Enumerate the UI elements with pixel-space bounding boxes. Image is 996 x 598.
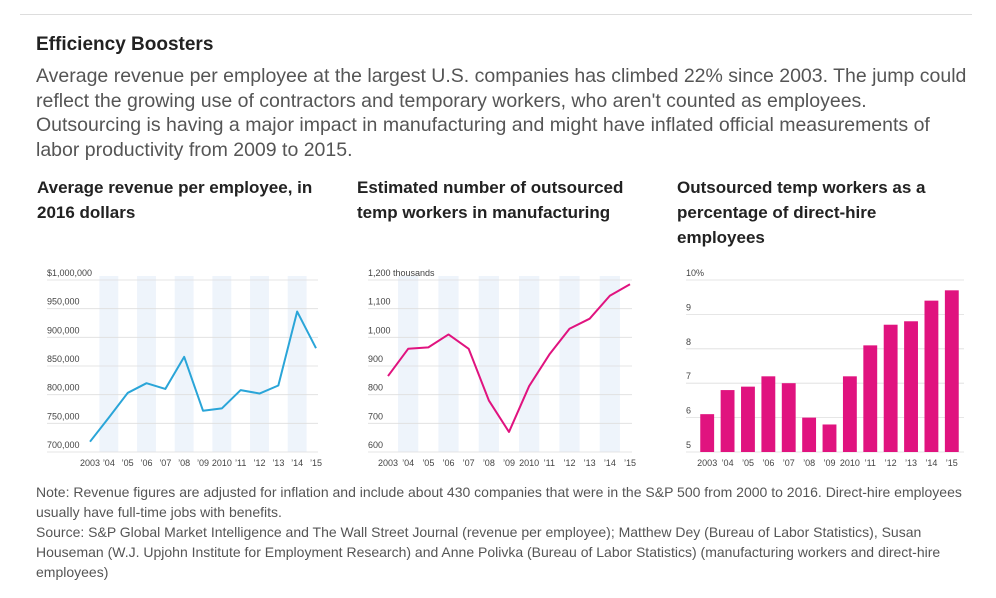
x-tick-label: ’06 bbox=[762, 458, 774, 468]
y-tick-label: 750,000 bbox=[47, 411, 80, 421]
title: Efficiency Boosters bbox=[36, 34, 214, 55]
band-shading bbox=[599, 276, 620, 452]
x-tick-label: ’08 bbox=[483, 458, 495, 468]
x-tick-label: ’07 bbox=[159, 458, 171, 468]
x-tick-label: ’09 bbox=[503, 458, 515, 468]
chart-title: Estimated number of outsourced temp work… bbox=[357, 178, 624, 222]
x-tick-label: 2003 bbox=[378, 458, 398, 468]
x-tick-label: ’13 bbox=[584, 458, 596, 468]
y-tick-label: 900 bbox=[368, 354, 383, 364]
bar bbox=[700, 414, 715, 452]
x-tick-label: ’08 bbox=[803, 458, 815, 468]
line bbox=[89, 310, 317, 443]
band-shading bbox=[519, 276, 540, 452]
chart-title: Average revenue per employee, in 2016 do… bbox=[37, 178, 313, 222]
y-tick-label: 850,000 bbox=[47, 354, 80, 364]
y-tick-label: $1,000,000 bbox=[47, 268, 92, 278]
y-tick-label: 1,000 bbox=[368, 325, 391, 335]
bar bbox=[842, 376, 857, 452]
x-tick-label: 2003 bbox=[80, 458, 100, 468]
line bbox=[387, 283, 631, 433]
x-tick-label: ’15 bbox=[310, 458, 322, 468]
x-tick-label: 2010 bbox=[519, 458, 539, 468]
bar bbox=[883, 324, 898, 452]
x-tick-label: ’07 bbox=[783, 458, 795, 468]
x-tick-label: ’11 bbox=[865, 458, 876, 468]
x-tick-label: ’06 bbox=[442, 458, 454, 468]
x-tick-label: ’05 bbox=[742, 458, 754, 468]
y-tick-label: 800,000 bbox=[47, 383, 80, 393]
x-tick-label: ’14 bbox=[291, 458, 303, 468]
bar bbox=[781, 383, 796, 452]
band-shading bbox=[212, 276, 232, 452]
bar bbox=[822, 424, 837, 452]
bar bbox=[761, 376, 776, 452]
source: Source: S&P Global Market Intelligence a… bbox=[36, 524, 941, 580]
band-shading bbox=[99, 276, 119, 452]
y-tick-label: 10% bbox=[686, 268, 704, 278]
y-tick-label: 800 bbox=[368, 383, 383, 393]
bar bbox=[802, 417, 817, 452]
x-tick-label: ’07 bbox=[463, 458, 475, 468]
x-tick-label: ’11 bbox=[235, 458, 246, 468]
y-tick-label: 600 bbox=[368, 440, 383, 450]
y-tick-label: 7 bbox=[686, 371, 691, 381]
x-tick-label: ’04 bbox=[103, 458, 115, 468]
x-tick-label: ’13 bbox=[272, 458, 284, 468]
chart-title: Outsourced temp workers as a percentage … bbox=[677, 178, 926, 247]
bar bbox=[944, 290, 959, 452]
y-tick-label: 700,000 bbox=[47, 440, 80, 450]
y-tick-label: 700 bbox=[368, 411, 383, 421]
band-shading bbox=[478, 276, 499, 452]
x-tick-label: ’15 bbox=[624, 458, 636, 468]
x-tick-label: ’04 bbox=[722, 458, 734, 468]
bar bbox=[863, 345, 878, 452]
x-tick-label: ’14 bbox=[604, 458, 616, 468]
bar bbox=[741, 386, 755, 452]
x-tick-label: 2003 bbox=[697, 458, 717, 468]
x-tick-label: ’15 bbox=[946, 458, 958, 468]
y-tick-label: 6 bbox=[686, 406, 691, 416]
bar bbox=[924, 300, 939, 452]
band-shading bbox=[559, 276, 580, 452]
band-shading bbox=[174, 276, 194, 452]
note: Note: Revenue figures are adjusted for i… bbox=[36, 484, 962, 520]
x-tick-label: ’09 bbox=[823, 458, 835, 468]
y-tick-label: 5 bbox=[686, 440, 691, 450]
x-tick-label: ’06 bbox=[140, 458, 152, 468]
x-tick-label: ’12 bbox=[563, 458, 575, 468]
y-tick-label: 1,100 bbox=[368, 297, 391, 307]
footer: Note: Revenue figures are adjusted for i… bbox=[36, 482, 966, 582]
x-tick-label: ’12 bbox=[253, 458, 265, 468]
y-tick-label: 950,000 bbox=[47, 297, 80, 307]
subtitle: Average revenue per employee at the larg… bbox=[36, 65, 967, 161]
y-tick-label: 900,000 bbox=[47, 325, 80, 335]
band-shading bbox=[438, 276, 459, 452]
x-tick-label: 2010 bbox=[840, 458, 860, 468]
x-tick-label: ’12 bbox=[885, 458, 897, 468]
x-tick-label: ’04 bbox=[402, 458, 414, 468]
x-tick-label: ’08 bbox=[178, 458, 190, 468]
band-shading bbox=[287, 276, 307, 452]
x-tick-label: ’05 bbox=[122, 458, 134, 468]
x-tick-label: ’13 bbox=[905, 458, 917, 468]
x-tick-label: ’11 bbox=[544, 458, 555, 468]
bar bbox=[904, 321, 918, 452]
x-tick-label: ’09 bbox=[197, 458, 209, 468]
y-tick-label: 8 bbox=[686, 337, 691, 347]
y-tick-label: 1,200 thousands bbox=[368, 268, 435, 278]
band-shading bbox=[137, 276, 156, 452]
y-tick-label: 9 bbox=[686, 302, 691, 312]
x-tick-label: ’14 bbox=[925, 458, 937, 468]
band-shading bbox=[398, 276, 419, 452]
band-shading bbox=[250, 276, 269, 452]
x-tick-label: 2010 bbox=[212, 458, 232, 468]
x-tick-label: ’05 bbox=[422, 458, 434, 468]
bar bbox=[720, 390, 735, 452]
